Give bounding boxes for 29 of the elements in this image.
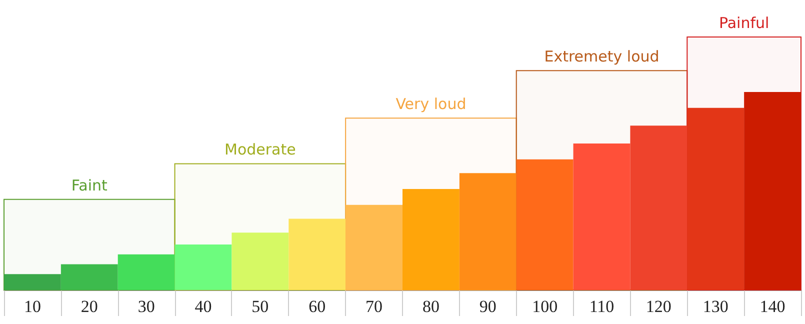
bar: [573, 143, 630, 290]
bar: [459, 173, 516, 290]
x-tick-label: 10: [24, 297, 41, 316]
bar: [174, 244, 232, 290]
x-tick-label: 100: [532, 297, 558, 316]
x-tick-label: 130: [702, 297, 728, 316]
bar: [118, 254, 175, 290]
bar: [60, 264, 118, 290]
x-tick-label: 120: [646, 297, 672, 316]
band-label: Moderate: [224, 140, 296, 159]
x-tick-label: 30: [138, 297, 155, 316]
x-tick-label: 40: [194, 297, 212, 316]
x-tick-label: 140: [760, 297, 786, 316]
x-tick-label: 70: [366, 297, 383, 316]
x-tick-label: 20: [80, 297, 98, 316]
x-tick-label: 80: [422, 297, 440, 316]
bar: [288, 218, 346, 290]
x-tick-label: 60: [308, 297, 326, 316]
x-tick-label: 50: [252, 297, 269, 316]
bar: [232, 232, 289, 290]
x-tick-label: 110: [589, 297, 614, 316]
x-tick-label: 90: [479, 297, 496, 316]
bar: [630, 126, 688, 290]
band-label: Faint: [71, 176, 108, 194]
bar: [402, 189, 460, 290]
bar: [4, 274, 61, 290]
band-label: Painful: [718, 14, 770, 32]
band-label: Extremety loud: [544, 48, 660, 66]
band-label: Very loud: [396, 95, 466, 114]
